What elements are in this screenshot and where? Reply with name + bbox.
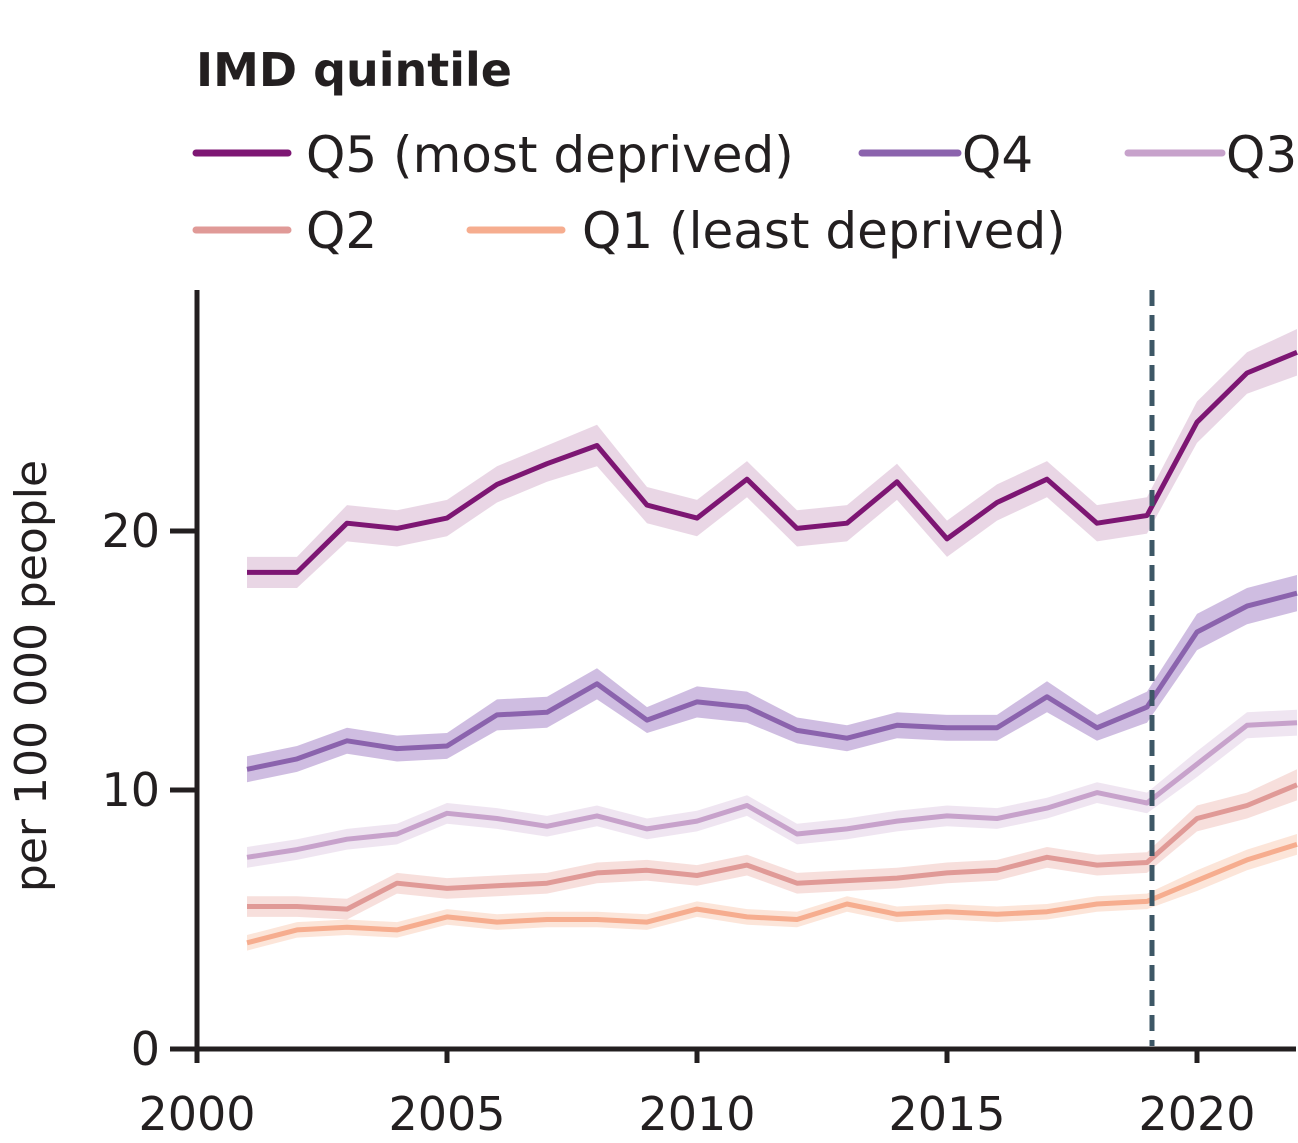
- legend-label-q4: Q4: [962, 126, 1033, 184]
- legend: IMD quintile Q5 (most deprived) Q4 Q3 Q2…: [192, 43, 1297, 260]
- x-tick-label: 2010: [638, 1087, 755, 1141]
- x-tick-label: 2015: [888, 1087, 1005, 1141]
- x-tick-label: 2005: [388, 1087, 505, 1141]
- confidence-bands: [247, 329, 1297, 951]
- series-line-q5: [247, 349, 1298, 575]
- y-tick-label: 20: [101, 504, 160, 558]
- y-tick-label: 0: [131, 1022, 160, 1076]
- legend-title: IMD quintile: [196, 43, 512, 97]
- y-axis-label: per 100 000 people: [6, 460, 57, 892]
- axes: [194, 290, 1296, 1052]
- series-line-q2: [247, 782, 1298, 912]
- legend-label-q1: Q1 (least deprived): [582, 202, 1066, 260]
- series-line-q1: [246, 842, 1298, 946]
- legend-label-q3: Q3: [1226, 126, 1297, 184]
- series-lines: [246, 349, 1298, 946]
- legend-label-q5: Q5 (most deprived): [306, 126, 794, 184]
- y-tick-label: 10: [101, 763, 160, 817]
- ci-band-q2: [247, 769, 1297, 920]
- x-tick-label: 2020: [1138, 1087, 1255, 1141]
- x-tick-label: 2000: [138, 1087, 255, 1141]
- axis-ticks: 2000 2005 2010 2015 2020 0 10 20: [101, 504, 1255, 1141]
- ci-band-q4: [247, 575, 1297, 783]
- series-line-q3: [246, 720, 1298, 860]
- ci-band-q3: [247, 709, 1297, 868]
- series-line-q4: [246, 590, 1298, 772]
- legend-label-q2: Q2: [306, 202, 377, 260]
- ci-band-q5: [247, 329, 1297, 588]
